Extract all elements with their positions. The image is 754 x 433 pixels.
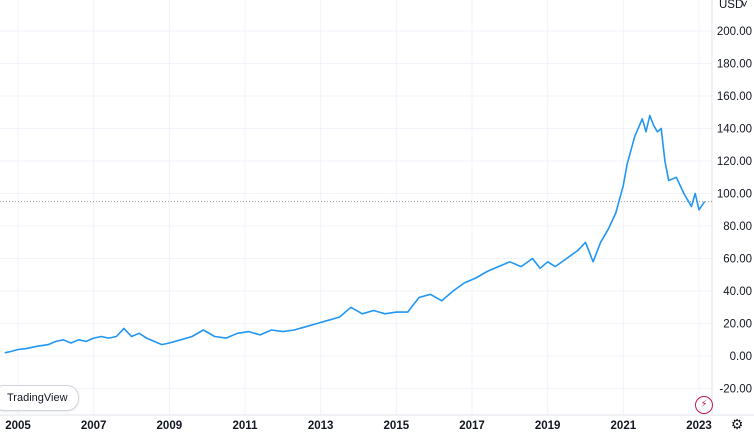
chevron-down-icon[interactable]: ˅ [741,0,748,11]
y-tick-label: 40.00 [723,286,752,298]
x-tick-label: 2007 [81,420,107,432]
y-tick-label: 60.00 [723,254,752,266]
x-tick-label: 2019 [535,420,561,432]
grid [0,0,754,416]
x-tick-label: 2011 [233,420,259,432]
series-line [4,114,706,354]
y-tick-label: 20.00 [723,319,752,331]
y-tick-label: 160.00 [717,91,752,103]
tradingview-logo[interactable]: TradingView [0,385,79,411]
lightning-icon[interactable]: ⚡ [695,396,713,414]
x-tick-label: 2015 [384,420,410,432]
currency-selector[interactable]: USD [719,0,743,11]
x-tick-label: 2005 [5,420,31,432]
gear-icon[interactable]: ⚙ [730,416,744,432]
x-tick-label: 2013 [308,420,334,432]
y-tick-label: 0.00 [730,351,752,363]
x-tick-label: 2023 [686,420,712,432]
y-axis: -20.00 0.00 20.00 40.00 60.00 80.00 100.00 120.… [717,26,752,396]
x-axis: 2005 2007 2009 2011 2013 2015 2017 2019 2021 2023 [5,420,712,432]
y-tick-label: 100.00 [717,189,752,201]
x-tick-label: 2021 [611,420,637,432]
y-tick-label: 80.00 [723,221,752,233]
y-tick-label: 200.00 [717,26,752,38]
y-tick-label: 180.00 [717,59,752,71]
y-tick-label: -20.00 [719,384,752,396]
x-tick-label: 2009 [157,420,183,432]
x-tick-label: 2017 [459,420,485,432]
y-tick-label: 140.00 [717,124,752,136]
y-tick-label: 120.00 [717,156,752,168]
